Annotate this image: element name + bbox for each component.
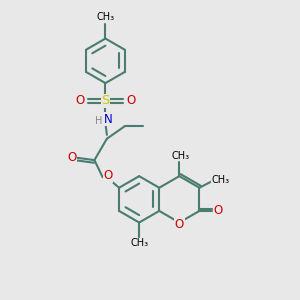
Text: S: S bbox=[101, 94, 110, 107]
Text: O: O bbox=[75, 94, 84, 107]
Text: CH₃: CH₃ bbox=[172, 151, 190, 161]
Text: O: O bbox=[214, 204, 223, 218]
Text: O: O bbox=[68, 151, 77, 164]
Text: CH₃: CH₃ bbox=[130, 238, 148, 248]
Text: CH₃: CH₃ bbox=[96, 12, 115, 22]
Text: H: H bbox=[95, 116, 103, 126]
Text: CH₃: CH₃ bbox=[211, 175, 229, 185]
Text: O: O bbox=[127, 94, 136, 107]
Text: O: O bbox=[103, 169, 113, 182]
Text: N: N bbox=[103, 113, 112, 126]
Text: O: O bbox=[175, 218, 184, 230]
